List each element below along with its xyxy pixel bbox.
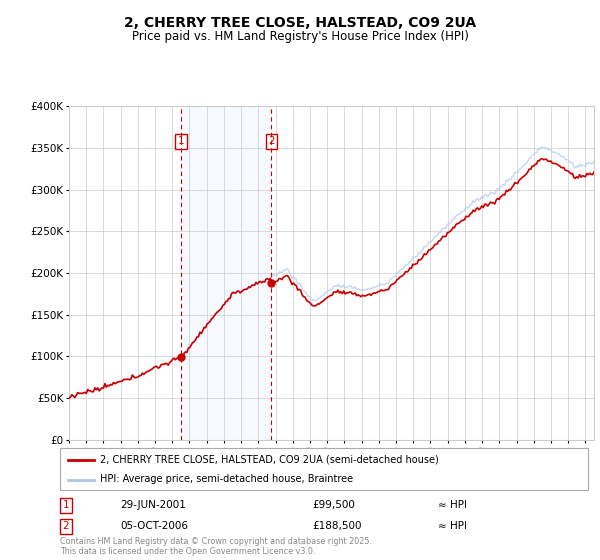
Text: 2, CHERRY TREE CLOSE, HALSTEAD, CO9 2UA: 2, CHERRY TREE CLOSE, HALSTEAD, CO9 2UA — [124, 16, 476, 30]
Text: 29-JUN-2001: 29-JUN-2001 — [120, 500, 186, 510]
Text: Price paid vs. HM Land Registry's House Price Index (HPI): Price paid vs. HM Land Registry's House … — [131, 30, 469, 43]
Text: 05-OCT-2006: 05-OCT-2006 — [120, 521, 188, 531]
Text: 2, CHERRY TREE CLOSE, HALSTEAD, CO9 2UA (semi-detached house): 2, CHERRY TREE CLOSE, HALSTEAD, CO9 2UA … — [100, 455, 439, 465]
Text: Contains HM Land Registry data © Crown copyright and database right 2025.
This d: Contains HM Land Registry data © Crown c… — [60, 536, 372, 556]
Text: ≈ HPI: ≈ HPI — [438, 521, 467, 531]
Text: 2: 2 — [268, 137, 275, 146]
Text: 2: 2 — [62, 521, 70, 531]
Text: £99,500: £99,500 — [312, 500, 355, 510]
Text: ≈ HPI: ≈ HPI — [438, 500, 467, 510]
Text: 1: 1 — [178, 137, 184, 146]
Text: £188,500: £188,500 — [312, 521, 361, 531]
Text: HPI: Average price, semi-detached house, Braintree: HPI: Average price, semi-detached house,… — [100, 474, 353, 484]
Bar — [181, 106, 271, 440]
Text: 1: 1 — [62, 500, 70, 510]
